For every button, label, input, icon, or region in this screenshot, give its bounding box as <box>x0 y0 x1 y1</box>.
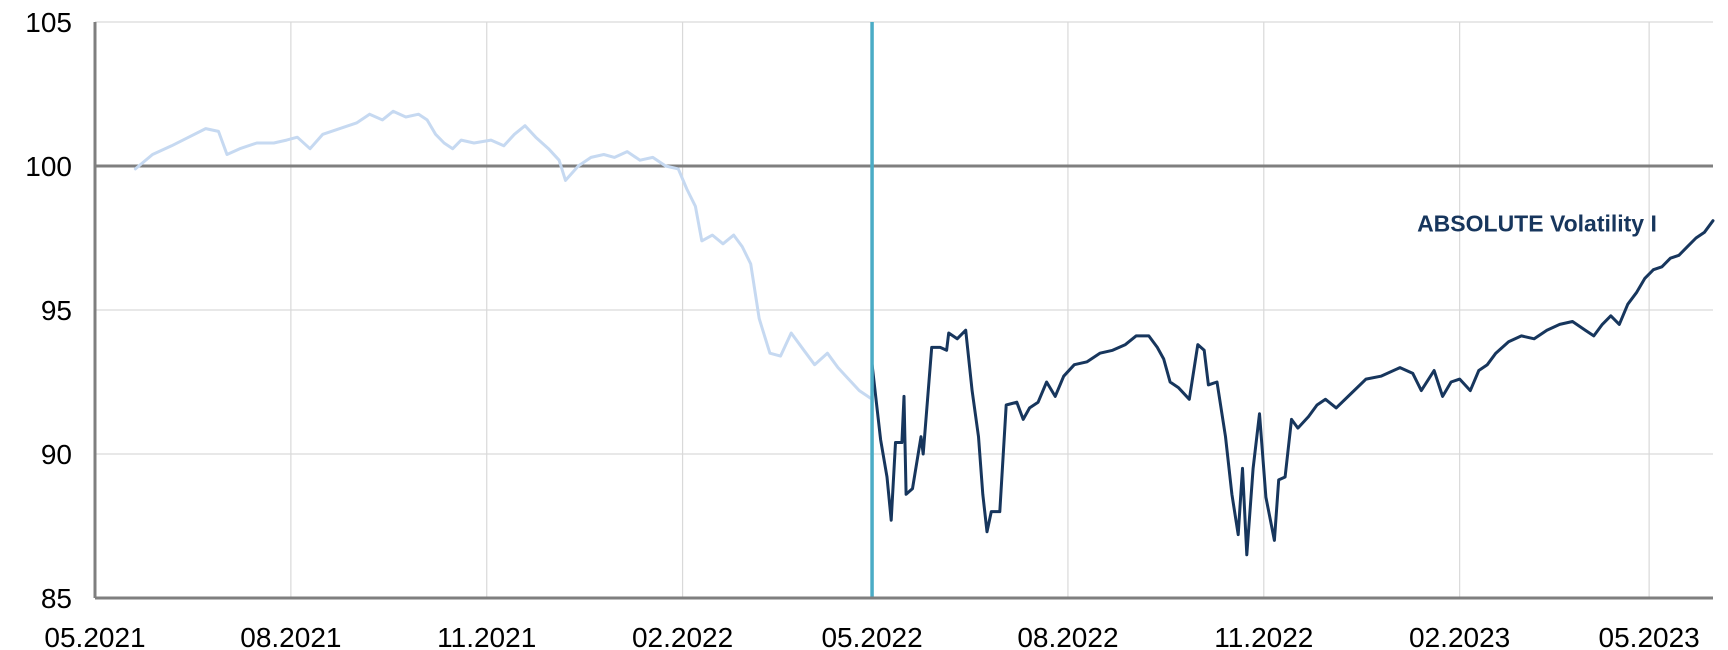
tick-labels: 85 90 95 100 105 05.2021 08.2021 11.2021 02.2022… <box>25 7 1699 650</box>
gridlines <box>94 21 1713 599</box>
y-tick-label: 100 <box>25 151 72 182</box>
series-label: ABSOLUTE Volatility I <box>1417 211 1657 237</box>
y-tick-label: 105 <box>25 7 72 38</box>
series-layer <box>133 109 1715 557</box>
x-tick-label: 11.2021 <box>437 622 536 650</box>
x-tick-label: 08.2022 <box>1017 622 1118 650</box>
history-series-line <box>133 109 874 401</box>
y-tick-label: 85 <box>41 583 72 614</box>
y-tick-label: 95 <box>41 295 72 326</box>
y-tick-label: 90 <box>41 439 72 470</box>
main-series-line <box>870 219 1715 557</box>
x-tick-label: 08.2021 <box>240 622 341 650</box>
x-tick-label: 05.2023 <box>1599 622 1700 650</box>
x-tick-label: 02.2023 <box>1409 622 1510 650</box>
x-tick-label: 05.2021 <box>44 622 145 650</box>
annotations: ABSOLUTE Volatility I <box>1417 211 1657 237</box>
x-tick-label: 05.2022 <box>821 622 922 650</box>
x-tick-label: 02.2022 <box>632 622 733 650</box>
axes <box>93 22 1713 600</box>
x-tick-label: 11.2022 <box>1214 622 1313 650</box>
